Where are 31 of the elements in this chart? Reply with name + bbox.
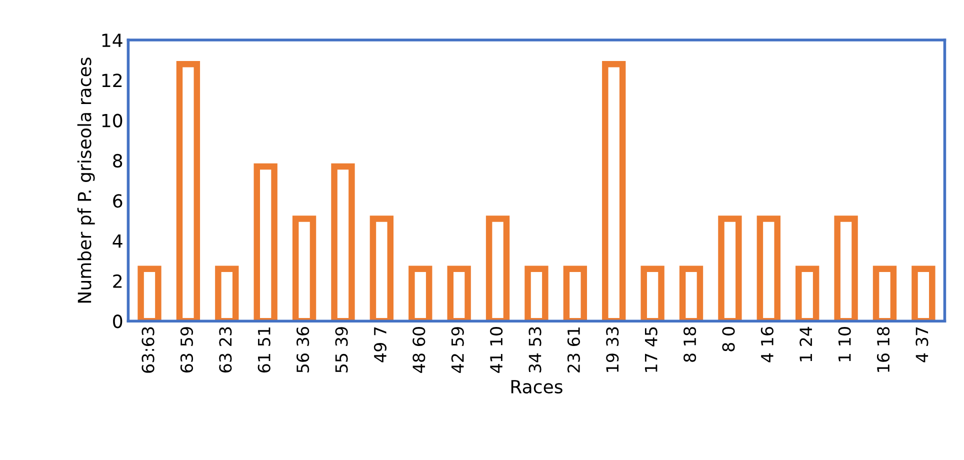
x-tick-label: 4 37 [916,327,928,362]
y-tick-label: 14 [102,34,122,47]
y-axis-title: Number pf P. griseola races [77,58,95,303]
x-tick-label: 19 33 [606,327,619,372]
x-tick-label: 1 24 [800,326,812,362]
x-axis-title: Races [511,380,562,394]
x-tick-label: 34 53 [528,327,542,372]
x-tick-label: 23 61 [567,327,580,372]
x-tick-label: 56 36 [296,326,310,372]
y-tick-label: 0 [113,314,122,328]
x-tick-label: 48 60 [412,327,426,373]
x-tick-label: 63 59 [180,327,194,372]
x-tick-label: 63:63 [142,327,154,373]
y-tick-label: 12 [102,74,122,88]
x-tick-label: 4 16 [760,326,774,362]
x-tick-label: 16 18 [876,327,890,372]
x-tick-label: 8 18 [683,327,696,362]
x-tick-label: 42 59 [451,327,464,373]
x-tick-label: 63 23 [219,327,232,372]
x-tick-label: 61 51 [258,327,270,372]
x-tick-label: 49 7 [374,327,387,362]
x-tick-label: 1 10 [838,327,851,362]
y-tick-label: 2 [113,274,122,288]
x-tick-label: 8 0 [722,327,735,352]
x-tick-label: 55 39 [335,327,348,372]
y-tick-label: 6 [113,194,122,208]
x-tick-label: 41 10 [490,327,503,373]
x-tick-label: 17 45 [645,327,658,372]
y-tick-label: 4 [112,234,122,248]
y-tick-label: 10 [102,114,122,128]
y-tick-label: 8 [113,154,122,168]
